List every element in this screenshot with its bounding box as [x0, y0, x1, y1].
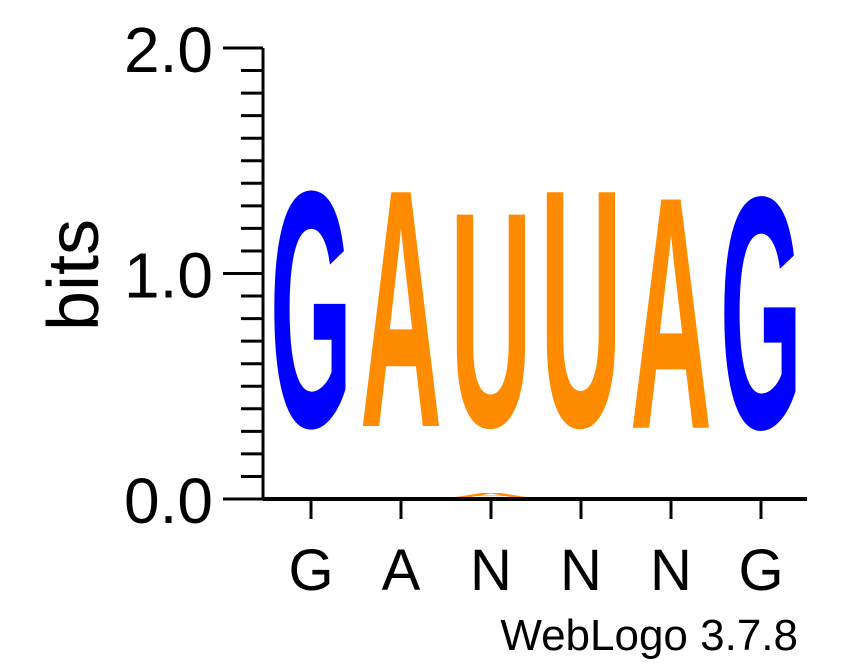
- x-tick-label: G: [288, 538, 333, 603]
- logo-column: A: [630, 128, 712, 499]
- credit-label: WebLogo 3.7.8: [500, 611, 798, 660]
- x-tick-label: A: [382, 538, 421, 603]
- logo-column: AU: [450, 149, 532, 499]
- x-tick-label: N: [650, 538, 692, 603]
- logo-letter-a: A: [450, 492, 532, 499]
- y-tick-label: 1.0: [124, 240, 213, 312]
- x-tick-label: N: [560, 538, 602, 603]
- logo-letter-g: G: [270, 123, 352, 500]
- logo-letter-a: A: [630, 128, 712, 499]
- x-tick-label: G: [738, 538, 783, 603]
- y-tick-label: 2.0: [124, 14, 213, 86]
- logo-letter-g: G: [720, 128, 802, 499]
- logo-column: G: [720, 128, 802, 499]
- y-axis-label: bits: [34, 219, 114, 331]
- letter-stacks: G A AU U A G: [270, 119, 802, 499]
- logo-column: A: [360, 119, 442, 499]
- logo-column: G: [270, 123, 352, 500]
- logo-column: U: [540, 119, 622, 499]
- x-tick-label: N: [470, 538, 512, 603]
- logo-letter-u: U: [450, 149, 532, 493]
- logo-letter-u: U: [540, 119, 622, 499]
- y-ticks: 0.0 1.0 2.0: [124, 14, 263, 537]
- logo-letter-a: A: [360, 119, 442, 499]
- y-tick-label: 0.0: [124, 465, 213, 537]
